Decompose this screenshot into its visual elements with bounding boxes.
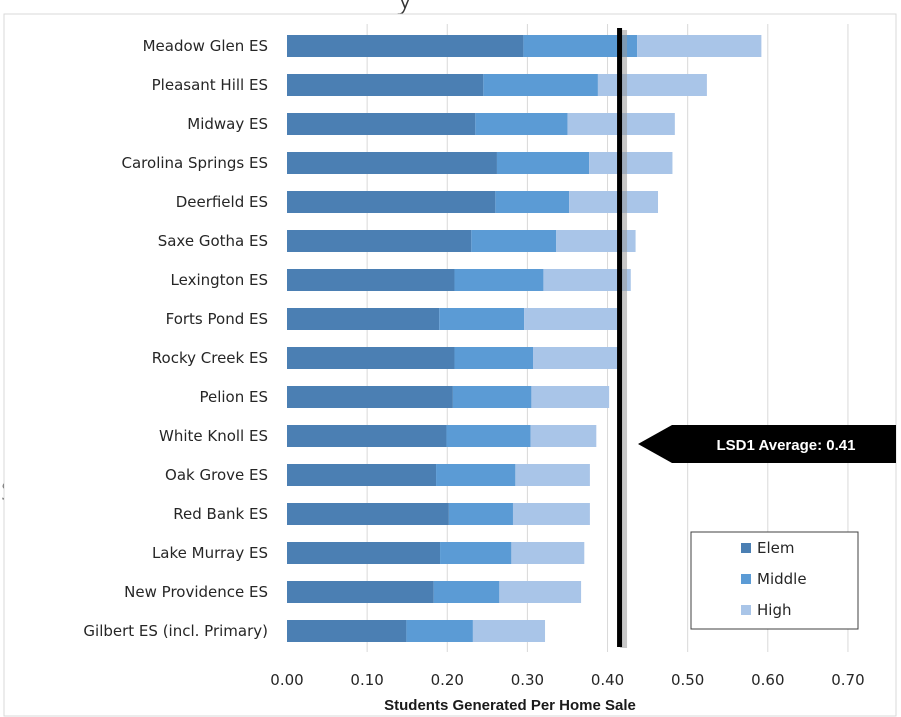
bar-segment-high bbox=[472, 620, 546, 642]
category-label: Lake Murray ES bbox=[152, 544, 268, 562]
bar-segment-middle bbox=[446, 425, 531, 447]
bar-segment-middle bbox=[454, 269, 544, 291]
category-label: Carolina Springs ES bbox=[122, 154, 268, 172]
legend-label-high: High bbox=[757, 601, 791, 619]
legend-swatch-high bbox=[741, 605, 751, 615]
category-label: Red Bank ES bbox=[173, 505, 268, 523]
bar-segment-elem bbox=[287, 74, 484, 96]
x-tick-label: 0.40 bbox=[591, 671, 624, 689]
category-label: Pleasant Hill ES bbox=[152, 76, 268, 94]
bar-segment-high bbox=[543, 269, 631, 291]
legend: Elem Middle High bbox=[690, 531, 859, 630]
bar-segment-elem bbox=[287, 503, 449, 525]
bar-segment-elem bbox=[287, 620, 407, 642]
bar-segment-elem bbox=[287, 425, 447, 447]
x-tick-label: 0.50 bbox=[671, 671, 704, 689]
bar-segment-middle bbox=[440, 542, 512, 564]
x-tick-label: 0.00 bbox=[270, 671, 303, 689]
legend-box bbox=[690, 531, 859, 630]
x-tick-label: 0.60 bbox=[751, 671, 784, 689]
bar-segment-middle bbox=[495, 191, 570, 213]
bar-segment-middle bbox=[471, 230, 557, 252]
bar-segment-elem bbox=[287, 347, 455, 369]
legend-swatch-elem bbox=[741, 543, 751, 553]
x-tick-label: 0.70 bbox=[831, 671, 864, 689]
bar-segment-middle bbox=[475, 113, 568, 135]
bar-segment-high bbox=[511, 542, 585, 564]
bar-segment-high bbox=[515, 464, 590, 486]
bar-segment-middle bbox=[454, 347, 534, 369]
bar-segment-elem bbox=[287, 581, 434, 603]
legend-label-middle: Middle bbox=[757, 570, 807, 588]
bar-segment-middle bbox=[523, 35, 638, 57]
bar-segment-high bbox=[556, 230, 636, 252]
x-tick-label: 0.20 bbox=[431, 671, 464, 689]
bar-segment-middle bbox=[433, 581, 500, 603]
category-label: Gilbert ES (incl. Primary) bbox=[83, 622, 268, 640]
x-tick-labels: 0.00 0.10 0.20 0.30 0.40 0.50 0.60 0.70 bbox=[270, 671, 864, 689]
category-label: Meadow Glen ES bbox=[143, 37, 268, 55]
bar-segment-elem bbox=[287, 35, 524, 57]
category-label: Forts Pond ES bbox=[166, 310, 268, 328]
bar-segment-elem bbox=[287, 386, 453, 408]
bar-segment-elem bbox=[287, 230, 472, 252]
bar-segment-elem bbox=[287, 152, 497, 174]
category-label: Oak Grove ES bbox=[165, 466, 268, 484]
bar-segment-middle bbox=[452, 386, 532, 408]
legend-swatch-middle bbox=[741, 574, 751, 584]
category-label: Midway ES bbox=[187, 115, 268, 133]
category-label: Rocky Creek ES bbox=[152, 349, 268, 367]
bar-segment-high bbox=[524, 308, 618, 330]
bar-segment-high bbox=[531, 386, 610, 408]
bar-segment-elem bbox=[287, 269, 455, 291]
category-labels: Meadow Glen ES Pleasant Hill ES Midway ES C… bbox=[83, 37, 268, 640]
average-reference-line bbox=[617, 28, 628, 648]
bar-segment-high bbox=[533, 347, 618, 369]
bar-segment-elem bbox=[287, 464, 437, 486]
bar-segment-high bbox=[512, 503, 590, 525]
average-callout: LSD1 Average: 0.41 bbox=[638, 425, 896, 463]
bar-segment-middle bbox=[406, 620, 473, 642]
x-axis-title: Students Generated Per Home Sale bbox=[384, 697, 636, 714]
bar-segment-high bbox=[637, 35, 762, 57]
bar-segment-middle bbox=[496, 152, 590, 174]
bar-segment-elem bbox=[287, 542, 441, 564]
slide-text-fragment-top: y bbox=[395, 0, 415, 14]
bar-segment-high bbox=[597, 74, 707, 96]
bar-segment-elem bbox=[287, 308, 440, 330]
bar-segment-high bbox=[569, 191, 659, 213]
callout-arrow bbox=[638, 425, 896, 463]
x-tick-label: 0.30 bbox=[511, 671, 544, 689]
bar-segment-middle bbox=[483, 74, 598, 96]
category-label: Saxe Gotha ES bbox=[158, 232, 268, 250]
bar-series bbox=[287, 35, 762, 642]
category-label: Deerfield ES bbox=[176, 193, 268, 211]
x-tick-label: 0.10 bbox=[350, 671, 383, 689]
bar-segment-middle bbox=[436, 464, 516, 486]
category-label: White Knoll ES bbox=[159, 427, 268, 445]
bar-segment-elem bbox=[287, 191, 496, 213]
category-label: Lexington ES bbox=[171, 271, 268, 289]
bar-segment-middle bbox=[448, 503, 513, 525]
category-label: New Providence ES bbox=[124, 583, 268, 601]
legend-label-elem: Elem bbox=[757, 539, 795, 557]
bar-segment-middle bbox=[439, 308, 525, 330]
bar-segment-high bbox=[589, 152, 673, 174]
bar-segment-high bbox=[499, 581, 582, 603]
bar-segment-elem bbox=[287, 113, 476, 135]
category-label: Pelion ES bbox=[199, 388, 268, 406]
bar-segment-high bbox=[530, 425, 597, 447]
callout-label: LSD1 Average: 0.41 bbox=[717, 437, 856, 454]
